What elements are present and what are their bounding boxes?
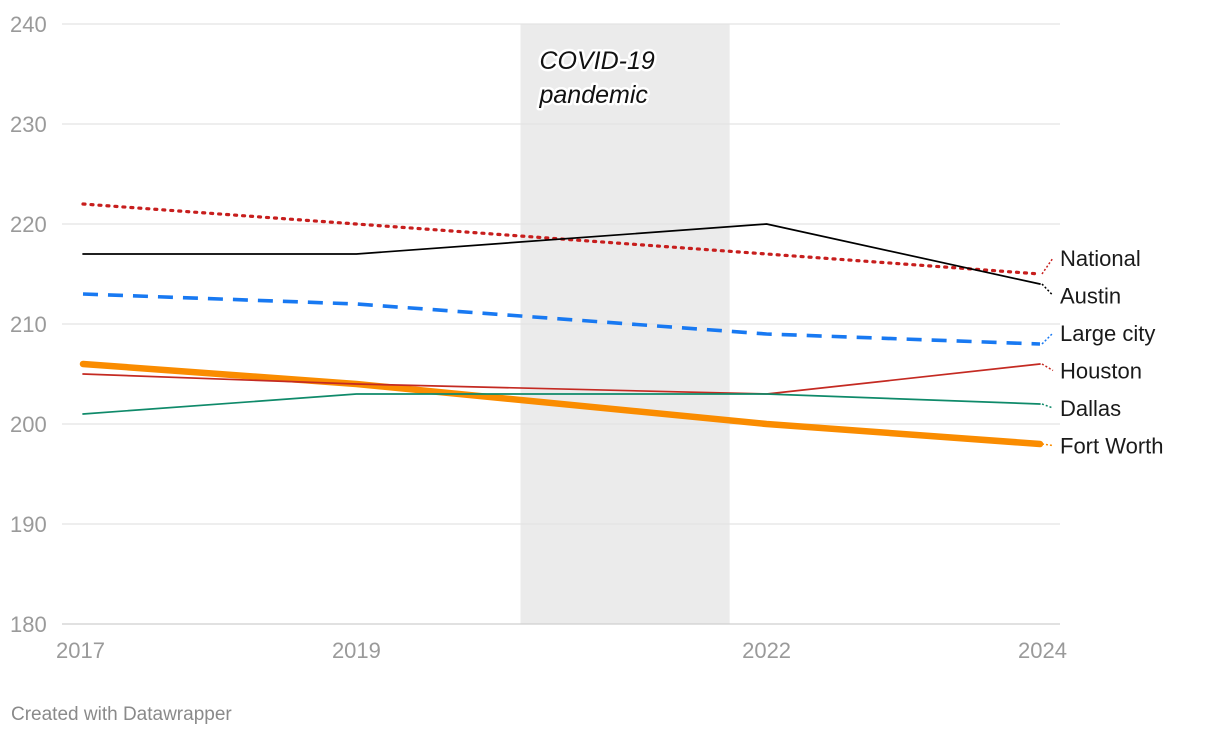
covid-annotation: COVID-19 pandemic [538, 47, 654, 109]
x-tick-label-2022: 2022 [742, 638, 791, 663]
series-layer [79, 202, 1044, 448]
series-line-austin [82, 223, 1041, 285]
series-line-fort-worth [79, 360, 1044, 448]
y-tick-label-230: 230 [10, 112, 47, 137]
annotation-layer: COVID-19 pandemic [536, 45, 657, 112]
series-label-austin: Austin [1060, 284, 1121, 309]
covid-annotation-line-2: pandemic [538, 81, 648, 109]
axis-layer: 180 190 200 210 220 230 240 2017 2019 2022 2024 [10, 12, 1067, 663]
y-tick-label-220: 220 [10, 212, 47, 237]
series-label-layer: National Austin Large city Houston Dallas For… [1041, 246, 1164, 459]
label-connector-austin [1041, 283, 1054, 297]
series-label-national: National [1060, 246, 1141, 271]
label-connector-houston [1041, 363, 1054, 372]
x-tick-label-2024: 2024 [1018, 638, 1067, 663]
label-connector-dallas [1041, 403, 1054, 409]
series-label-fort-worth: Fort Worth [1060, 434, 1164, 459]
label-connector-national [1041, 257, 1054, 275]
series-line-large-city [82, 292, 1041, 346]
y-tick-label-190: 190 [10, 512, 47, 537]
label-connector-fort-worth [1041, 443, 1054, 447]
series-line-dallas [82, 393, 1041, 415]
x-tick-label-2019: 2019 [332, 638, 381, 663]
label-connector-large-city [1041, 332, 1054, 345]
series-label-houston: Houston [1060, 359, 1142, 384]
y-tick-label-240: 240 [10, 12, 47, 37]
credit-text: Created with Datawrapper [11, 704, 232, 725]
y-tick-label-200: 200 [10, 412, 47, 437]
series-label-large-city: Large city [1060, 321, 1155, 346]
x-tick-label-2017: 2017 [56, 638, 105, 663]
covid-annotation-line-1: COVID-19 [539, 47, 654, 75]
y-tick-label-210: 210 [10, 312, 47, 337]
grid-layer [62, 23, 1060, 625]
y-tick-label-180: 180 [10, 612, 47, 637]
series-label-dallas: Dallas [1060, 396, 1121, 421]
series-line-houston [82, 363, 1041, 395]
